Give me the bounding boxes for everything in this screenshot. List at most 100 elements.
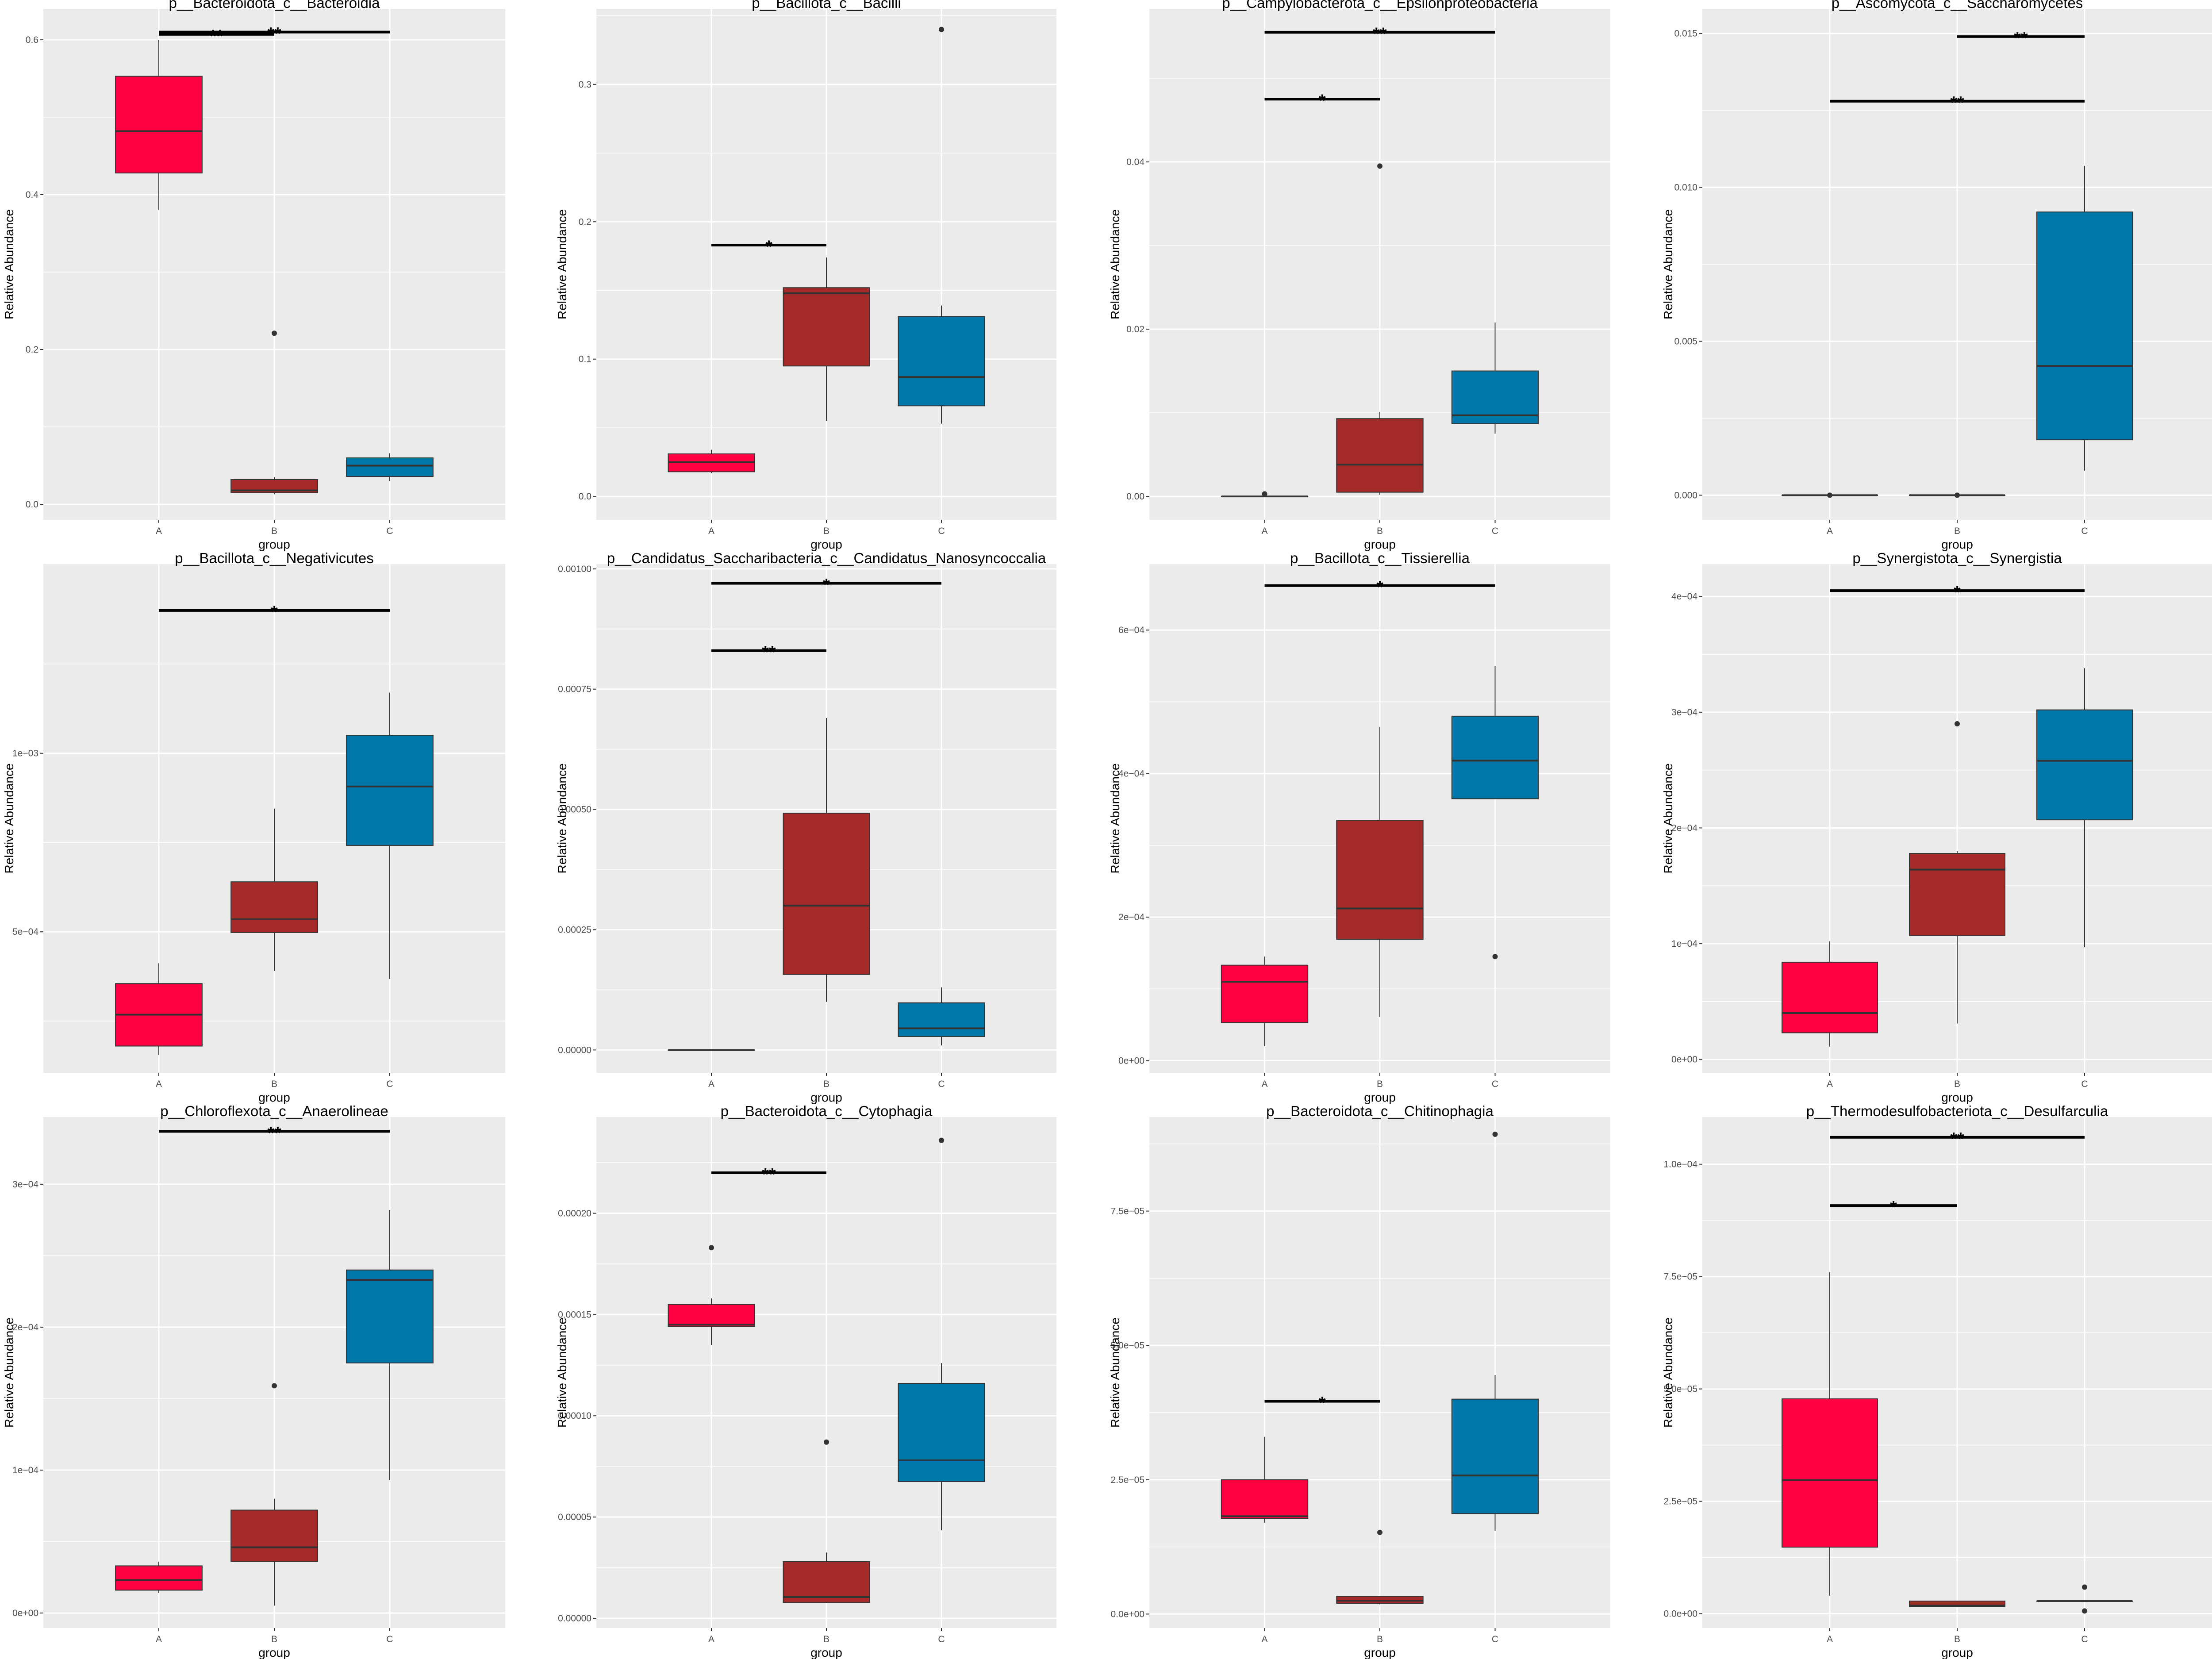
y-axis-label: Relative Abundance bbox=[1661, 1317, 1675, 1428]
panel-title: p__Chloroflexota_c__Anaerolineae bbox=[160, 1103, 388, 1119]
box-group-c bbox=[898, 1002, 985, 1037]
outlier-point bbox=[272, 330, 277, 336]
y-tick-label: 2e−04 bbox=[1118, 912, 1144, 922]
x-tick-label: A bbox=[1827, 526, 1833, 536]
box-group-c bbox=[898, 1382, 985, 1482]
outlier-point bbox=[1377, 163, 1382, 169]
y-tick-label: 0e+00 bbox=[1671, 1055, 1697, 1065]
chart-panel: 0.0 0.2 0.4 0.6 A B C ** ** p__Bacteroidota_c__Ba… bbox=[2, 0, 505, 551]
x-axis-label: group bbox=[258, 1646, 290, 1659]
y-tick-label: 0.2 bbox=[579, 217, 591, 227]
x-tick-label: C bbox=[386, 1634, 393, 1644]
x-tick-label: B bbox=[823, 1079, 830, 1089]
significance-label: ** bbox=[1373, 24, 1387, 44]
panel-title: p__Synergistota_c__Synergistia bbox=[1852, 550, 2062, 566]
significance-label: ** bbox=[267, 1123, 281, 1143]
y-tick-label: 0.4 bbox=[26, 190, 39, 200]
y-tick-label: 0.00025 bbox=[558, 925, 591, 935]
x-tick-label: A bbox=[156, 1634, 162, 1644]
y-axis-label: Relative Abundance bbox=[2, 1317, 16, 1428]
significance-label: * bbox=[1376, 578, 1383, 597]
y-tick-label: 3e−04 bbox=[1671, 707, 1697, 718]
y-tick-label: 0.010 bbox=[1674, 183, 1697, 193]
chart-panel: 0e+00 1e−04 2e−04 3e−04 A B C ** p__Chloroflexot… bbox=[2, 1103, 505, 1659]
x-tick-label: B bbox=[271, 1079, 277, 1089]
x-tick-label: C bbox=[1492, 1079, 1498, 1089]
chart-panel: 0.0 0.1 0.2 0.3 A B C * p__Bacillota_c__Bacillig… bbox=[555, 0, 1056, 551]
y-tick-label: 0.000 bbox=[1674, 490, 1697, 500]
significance-label: ** bbox=[1950, 93, 1964, 113]
box-group-a bbox=[115, 1565, 203, 1591]
significance-label: * bbox=[1319, 91, 1326, 111]
significance-label: * bbox=[1319, 1393, 1326, 1413]
panel-title: p__Bacillota_c__Bacilli bbox=[752, 0, 901, 11]
x-axis-label: group bbox=[810, 1091, 842, 1104]
box-group-b bbox=[783, 287, 870, 367]
y-tick-label: 4e−04 bbox=[1671, 591, 1697, 602]
panel-title: p__Bacteroidota_c__Cytophagia bbox=[721, 1103, 933, 1119]
y-tick-label: 0.04 bbox=[1126, 157, 1144, 167]
outlier-point bbox=[2082, 1608, 2087, 1614]
chart-panel: 0e+00 1e−04 2e−04 3e−04 4e−04 A B C * p__Synergis… bbox=[1661, 550, 2212, 1104]
box-group-b bbox=[783, 813, 870, 975]
y-tick-label: 7.5e−05 bbox=[1111, 1206, 1145, 1217]
y-tick-label: 1e−03 bbox=[12, 749, 38, 759]
y-tick-label: 0.2 bbox=[26, 345, 38, 355]
y-tick-label: 0.00075 bbox=[558, 684, 591, 695]
significance-label: * bbox=[765, 237, 772, 257]
y-axis-label: Relative Abundance bbox=[1108, 763, 1122, 873]
x-tick-label: C bbox=[2081, 1079, 2088, 1089]
box-group-c bbox=[898, 316, 985, 407]
y-tick-label: 0.1 bbox=[579, 354, 591, 365]
box-group-a bbox=[1221, 1479, 1309, 1519]
y-tick-label: 3e−04 bbox=[12, 1179, 38, 1190]
x-tick-label: A bbox=[156, 1079, 162, 1089]
y-tick-label: 0.015 bbox=[1674, 29, 1697, 39]
y-tick-label: 2.5e−05 bbox=[1111, 1475, 1145, 1485]
outlier-point bbox=[1955, 721, 1960, 727]
x-tick-label: C bbox=[2081, 526, 2088, 536]
x-axis-label: group bbox=[258, 538, 290, 551]
y-tick-label: 0e+00 bbox=[1118, 1056, 1144, 1066]
significance-label: * bbox=[823, 575, 830, 595]
x-tick-label: A bbox=[708, 1079, 714, 1089]
x-tick-label: C bbox=[938, 1079, 945, 1089]
significance-label: ** bbox=[762, 1165, 776, 1184]
box-group-a bbox=[1782, 1398, 1878, 1548]
significance-label: * bbox=[1954, 583, 1961, 602]
y-tick-label: 0.00015 bbox=[558, 1310, 591, 1320]
outlier-point bbox=[1492, 1131, 1498, 1137]
x-tick-label: C bbox=[1492, 526, 1498, 536]
y-tick-label: 0.00 bbox=[1126, 492, 1144, 502]
x-tick-label: B bbox=[1377, 1079, 1383, 1089]
box-group-c bbox=[346, 457, 434, 477]
chart-panel: 0.000 0.005 0.010 0.015 A B C ** ** p__Ascomycota… bbox=[1661, 0, 2212, 551]
outlier-point bbox=[939, 27, 944, 32]
x-tick-label: C bbox=[2081, 1634, 2088, 1644]
y-axis-label: Relative Abundance bbox=[1108, 209, 1122, 319]
y-tick-label: 5e−04 bbox=[12, 927, 38, 937]
x-tick-label: B bbox=[1377, 526, 1383, 536]
y-tick-label: 0.0 bbox=[26, 499, 38, 510]
outlier-point bbox=[272, 1383, 277, 1389]
y-axis-label: Relative Abundance bbox=[555, 1317, 569, 1428]
y-tick-label: 2e−04 bbox=[1671, 823, 1697, 833]
x-tick-label: B bbox=[271, 526, 277, 536]
x-axis-label: group bbox=[810, 1646, 842, 1659]
panel-title: p__Bacillota_c__Negativicutes bbox=[175, 550, 373, 566]
panel-title: p__Bacteroidota_c__Chitinophagia bbox=[1266, 1103, 1494, 1119]
x-tick-label: C bbox=[938, 1634, 945, 1644]
y-tick-label: 0.02 bbox=[1126, 324, 1144, 334]
x-tick-label: B bbox=[1954, 1634, 1960, 1644]
x-tick-label: B bbox=[1377, 1634, 1383, 1644]
outlier-point bbox=[709, 1245, 714, 1251]
x-axis-label: group bbox=[1364, 1646, 1396, 1659]
panel-title: p__Thermodesulfobacteriota_c__Desulfarcu… bbox=[1806, 1103, 2108, 1119]
panel-title: p__Ascomycota_c__Saccharomycetes bbox=[1832, 0, 2083, 11]
panel-title: p__Bacillota_c__Tissierellia bbox=[1290, 550, 1470, 566]
x-tick-label: B bbox=[1954, 526, 1960, 536]
y-tick-label: 0.005 bbox=[1674, 336, 1697, 346]
y-tick-label: 5.0e−05 bbox=[1111, 1340, 1145, 1351]
x-axis-label: group bbox=[258, 1091, 290, 1104]
